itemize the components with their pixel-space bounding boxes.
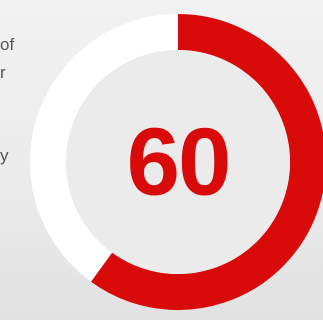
- side-text-line: of: [0, 35, 15, 54]
- side-text-line: y: [0, 146, 9, 165]
- gauge-inner-disc: [66, 50, 290, 274]
- gauge-value: 60: [127, 109, 230, 216]
- gauge-progress-arc: [91, 14, 323, 310]
- side-text-line: r: [0, 63, 6, 82]
- side-text: of r y: [0, 0, 40, 320]
